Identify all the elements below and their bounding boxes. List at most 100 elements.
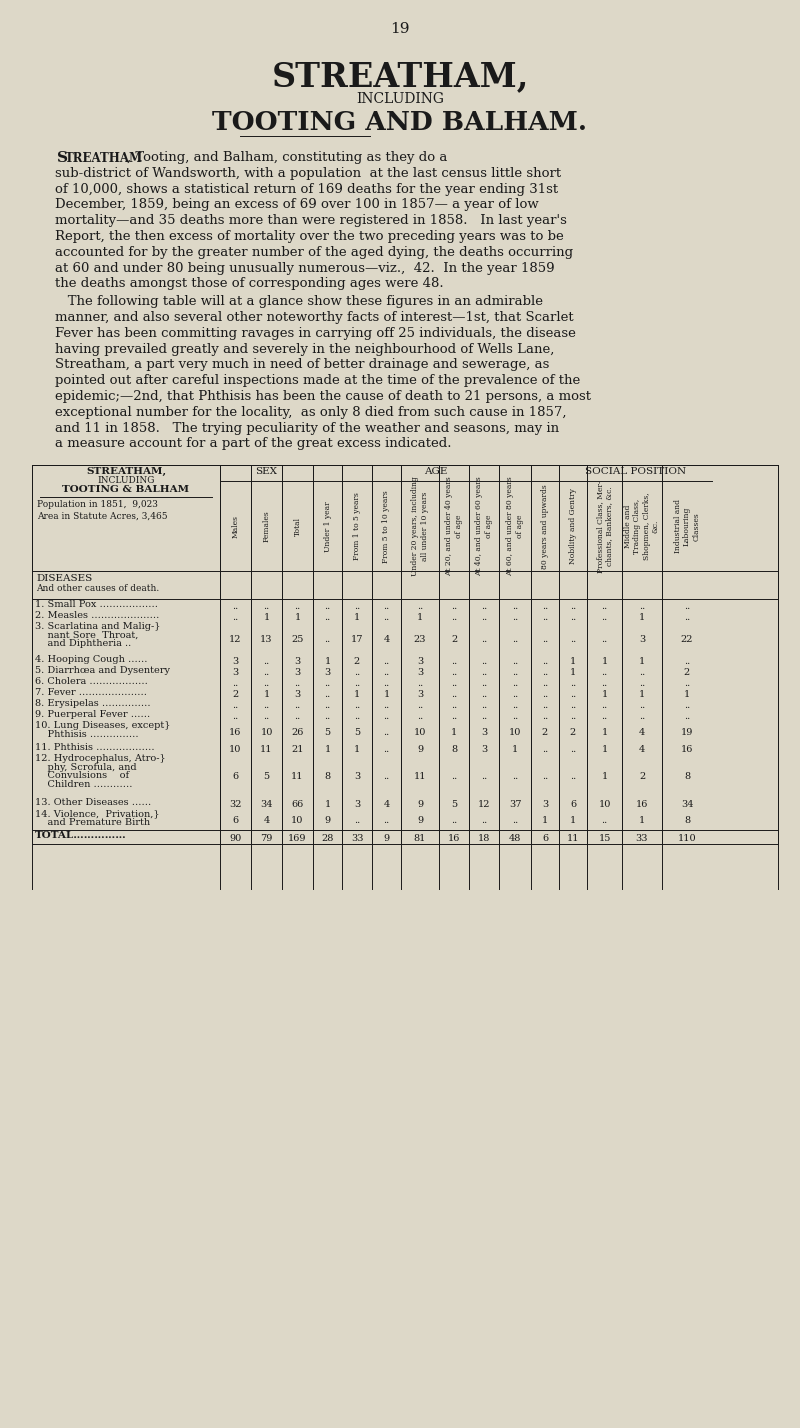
Text: ..: ..: [512, 690, 518, 698]
Text: Population in 1851,  9,023: Population in 1851, 9,023: [37, 500, 158, 510]
Text: 3: 3: [324, 668, 330, 677]
Text: At 40, and under 60 years
of age: At 40, and under 60 years of age: [475, 477, 493, 575]
Text: 1: 1: [639, 657, 645, 665]
Text: ..: ..: [684, 711, 690, 721]
Text: ..: ..: [570, 711, 576, 721]
Text: ..: ..: [383, 678, 390, 688]
Text: 33: 33: [636, 834, 648, 843]
Text: 1: 1: [639, 817, 645, 825]
Text: ..: ..: [481, 634, 487, 644]
Text: ..: ..: [383, 728, 390, 737]
Text: ..: ..: [354, 678, 360, 688]
Text: ..: ..: [512, 817, 518, 825]
Text: ..: ..: [263, 657, 270, 665]
Text: ..: ..: [570, 634, 576, 644]
Text: 11: 11: [291, 773, 304, 781]
Text: a measure account for a part of the great excess indicated.: a measure account for a part of the grea…: [55, 437, 451, 450]
Text: ..: ..: [542, 657, 548, 665]
Text: 16: 16: [636, 800, 648, 808]
Text: ..: ..: [383, 601, 390, 611]
Text: ..: ..: [512, 613, 518, 621]
Text: ..: ..: [417, 701, 423, 710]
Text: 19: 19: [681, 728, 693, 737]
Text: pointed out after careful inspections made at the time of the prevalence of the: pointed out after careful inspections ma…: [55, 374, 580, 387]
Text: 5: 5: [451, 800, 457, 808]
Text: 4: 4: [639, 744, 645, 754]
Text: , Tooting, and Balham, constituting as they do a: , Tooting, and Balham, constituting as t…: [127, 151, 447, 164]
Text: 1: 1: [354, 690, 360, 698]
Text: of 10,000, shows a statistical return of 169 deaths for the year ending 31st: of 10,000, shows a statistical return of…: [55, 183, 558, 196]
Text: ..: ..: [263, 701, 270, 710]
Text: ..: ..: [451, 613, 457, 621]
Text: December, 1859, being an excess of 69 over 100 in 1857— a year of low: December, 1859, being an excess of 69 ov…: [55, 198, 538, 211]
Text: ..: ..: [263, 668, 270, 677]
Text: ..: ..: [481, 613, 487, 621]
Text: ..: ..: [542, 668, 548, 677]
Text: ..: ..: [451, 773, 457, 781]
Text: 8: 8: [684, 817, 690, 825]
Text: 34: 34: [260, 800, 273, 808]
Text: 19: 19: [390, 21, 410, 36]
Text: ..: ..: [512, 701, 518, 710]
Text: ..: ..: [542, 773, 548, 781]
Text: 1: 1: [602, 744, 608, 754]
Text: 3: 3: [417, 668, 423, 677]
Text: 3: 3: [294, 657, 301, 665]
Text: TOTAL……………: TOTAL……………: [35, 831, 126, 840]
Text: 1: 1: [451, 728, 457, 737]
Text: 3: 3: [294, 668, 301, 677]
Text: ..: ..: [570, 678, 576, 688]
Text: and Diphtheria ..: and Diphtheria ..: [35, 640, 131, 648]
Text: sub-district of Wandsworth, with a population  at the last census little short: sub-district of Wandsworth, with a popul…: [55, 167, 561, 180]
Text: Phthisis ……………: Phthisis ……………: [35, 730, 138, 738]
Text: ..: ..: [602, 817, 608, 825]
Text: ..: ..: [602, 668, 608, 677]
Text: phy, Scrofula, and: phy, Scrofula, and: [35, 763, 137, 771]
Text: ..: ..: [512, 668, 518, 677]
Text: 5: 5: [354, 728, 360, 737]
Text: 1: 1: [542, 817, 548, 825]
Text: ..: ..: [639, 711, 645, 721]
Text: ..: ..: [232, 613, 238, 621]
Text: ..: ..: [451, 601, 457, 611]
Text: ..: ..: [324, 711, 330, 721]
Text: S: S: [57, 151, 68, 166]
Text: and 11 in 1858.   The trying peculiarity of the weather and seasons, may in: and 11 in 1858. The trying peculiarity o…: [55, 421, 559, 434]
Text: INCLUDING: INCLUDING: [356, 91, 444, 106]
Text: TOOTING AND BALHAM.: TOOTING AND BALHAM.: [213, 110, 587, 136]
Text: 10. Lung Diseases, except}: 10. Lung Diseases, except}: [35, 721, 170, 730]
Text: Streatham, a part very much in need of better drainage and sewerage, as: Streatham, a part very much in need of b…: [55, 358, 550, 371]
Text: 1. Small Pox ………………: 1. Small Pox ………………: [35, 600, 158, 610]
Text: 11. Phthisis ………………: 11. Phthisis ………………: [35, 743, 154, 753]
Text: 9: 9: [325, 817, 330, 825]
Text: ..: ..: [451, 657, 457, 665]
Text: ..: ..: [324, 701, 330, 710]
Text: ..: ..: [639, 601, 645, 611]
Text: 37: 37: [509, 800, 522, 808]
Text: 48: 48: [509, 834, 521, 843]
Text: Under 1 year: Under 1 year: [323, 501, 331, 551]
Text: ..: ..: [639, 678, 645, 688]
Text: ..: ..: [602, 678, 608, 688]
Text: ..: ..: [542, 601, 548, 611]
Text: DISEASES: DISEASES: [36, 574, 92, 583]
Text: 22: 22: [681, 634, 694, 644]
Text: 15: 15: [598, 834, 610, 843]
Text: Nobility and Gentry: Nobility and Gentry: [569, 488, 577, 564]
Text: ..: ..: [481, 711, 487, 721]
Text: ..: ..: [417, 678, 423, 688]
Text: 14. Violence,  Privation,}: 14. Violence, Privation,}: [35, 810, 160, 818]
Text: 2: 2: [542, 728, 548, 737]
Text: ..: ..: [684, 601, 690, 611]
Text: 16: 16: [230, 728, 242, 737]
Text: 7. Fever …………………: 7. Fever …………………: [35, 688, 147, 697]
Text: 3: 3: [232, 657, 238, 665]
Text: ..: ..: [383, 817, 390, 825]
Text: 110: 110: [678, 834, 696, 843]
Text: ..: ..: [481, 773, 487, 781]
Text: 9: 9: [417, 744, 423, 754]
Text: TREATHAM: TREATHAM: [65, 151, 143, 166]
Text: ..: ..: [481, 701, 487, 710]
Text: And other causes of death.: And other causes of death.: [36, 584, 159, 593]
Text: The following table will at a glance show these figures in an admirable: The following table will at a glance sho…: [55, 296, 543, 308]
